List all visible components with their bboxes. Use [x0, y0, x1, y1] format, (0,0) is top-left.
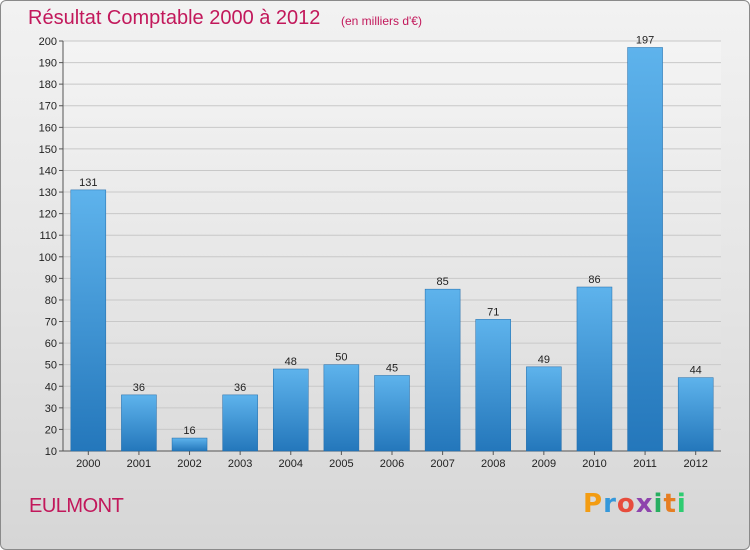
y-tick-label: 160	[39, 122, 57, 134]
value-label-2001: 36	[133, 382, 145, 394]
y-tick-label: 110	[39, 230, 57, 242]
value-label-2000: 131	[79, 177, 97, 189]
chart-subtitle: (en milliers d'€)	[341, 14, 422, 28]
y-tick-label: 150	[39, 144, 57, 156]
bar-2000	[70, 189, 107, 452]
bar-2007	[424, 288, 461, 452]
logo-letter: i	[676, 489, 687, 519]
x-tick-label-2003: 2003	[228, 458, 252, 470]
value-label-2004: 48	[285, 356, 297, 368]
value-label-2008: 71	[487, 306, 499, 318]
y-tick-label: 60	[45, 338, 57, 350]
x-tick-label-2010: 2010	[582, 458, 606, 470]
value-label-2011: 197	[636, 34, 654, 46]
value-label-2012: 44	[690, 365, 702, 377]
y-tick-label: 70	[45, 317, 57, 329]
x-tick-label-2011: 2011	[633, 458, 657, 470]
logo-letter: x	[635, 489, 654, 519]
bar-2002	[171, 437, 208, 452]
value-label-2010: 86	[588, 274, 600, 286]
y-tick-label: 50	[45, 360, 57, 372]
y-tick-label: 100	[39, 252, 57, 264]
x-tick-label-2000: 2000	[76, 458, 100, 470]
y-tick-label: 30	[45, 403, 57, 415]
y-tick-label: 10	[45, 446, 57, 458]
y-tick-label: 200	[39, 36, 57, 48]
commune-name: EULMONT	[29, 495, 124, 517]
x-tick-label-2005: 2005	[329, 458, 353, 470]
bar-2011	[627, 47, 663, 452]
x-tick-label-2004: 2004	[279, 458, 303, 470]
x-tick-label-2008: 2008	[481, 458, 505, 470]
value-label-2002: 16	[183, 425, 195, 437]
x-tick-label-2006: 2006	[380, 458, 404, 470]
logo-letter: i	[653, 489, 664, 519]
y-tick-label: 170	[39, 101, 57, 113]
x-tick-label-2007: 2007	[430, 458, 454, 470]
value-label-2009: 49	[538, 354, 550, 366]
logo-letter: P	[583, 489, 604, 519]
logo-letter: o	[616, 489, 636, 519]
x-tick-label-2001: 2001	[127, 458, 151, 470]
y-tick-label: 40	[45, 381, 57, 393]
y-tick-label: 190	[39, 58, 57, 70]
y-tick-label: 180	[39, 79, 57, 91]
x-tick-label-2012: 2012	[683, 458, 707, 470]
value-label-2006: 45	[386, 362, 398, 374]
proxiti-logo: Proxiti	[583, 489, 687, 519]
bar-2001	[121, 394, 157, 452]
value-label-2005: 50	[335, 352, 347, 364]
logo-letter: r	[603, 489, 617, 519]
bar-2005	[323, 364, 360, 452]
bar-2006	[374, 375, 410, 452]
value-label-2003: 36	[234, 382, 246, 394]
bar-2004	[273, 368, 309, 452]
chart-title: Résultat Comptable 2000 à 2012	[28, 7, 321, 29]
y-tick-label: 20	[45, 424, 57, 436]
bar-2008	[475, 319, 511, 452]
y-tick-label: 120	[39, 209, 57, 221]
y-tick-label: 90	[45, 273, 57, 285]
bar-2012	[677, 377, 714, 452]
y-tick-label: 130	[39, 187, 57, 199]
x-tick-label-2002: 2002	[177, 458, 201, 470]
x-tick-label-2009: 2009	[532, 458, 556, 470]
value-label-2007: 85	[436, 276, 448, 288]
bar-2003	[222, 394, 258, 452]
bar-2010	[576, 286, 613, 452]
y-tick-label: 80	[45, 295, 57, 307]
logo-letter: t	[663, 489, 677, 519]
y-tick-label: 140	[39, 165, 57, 177]
bar-2009	[526, 366, 562, 452]
